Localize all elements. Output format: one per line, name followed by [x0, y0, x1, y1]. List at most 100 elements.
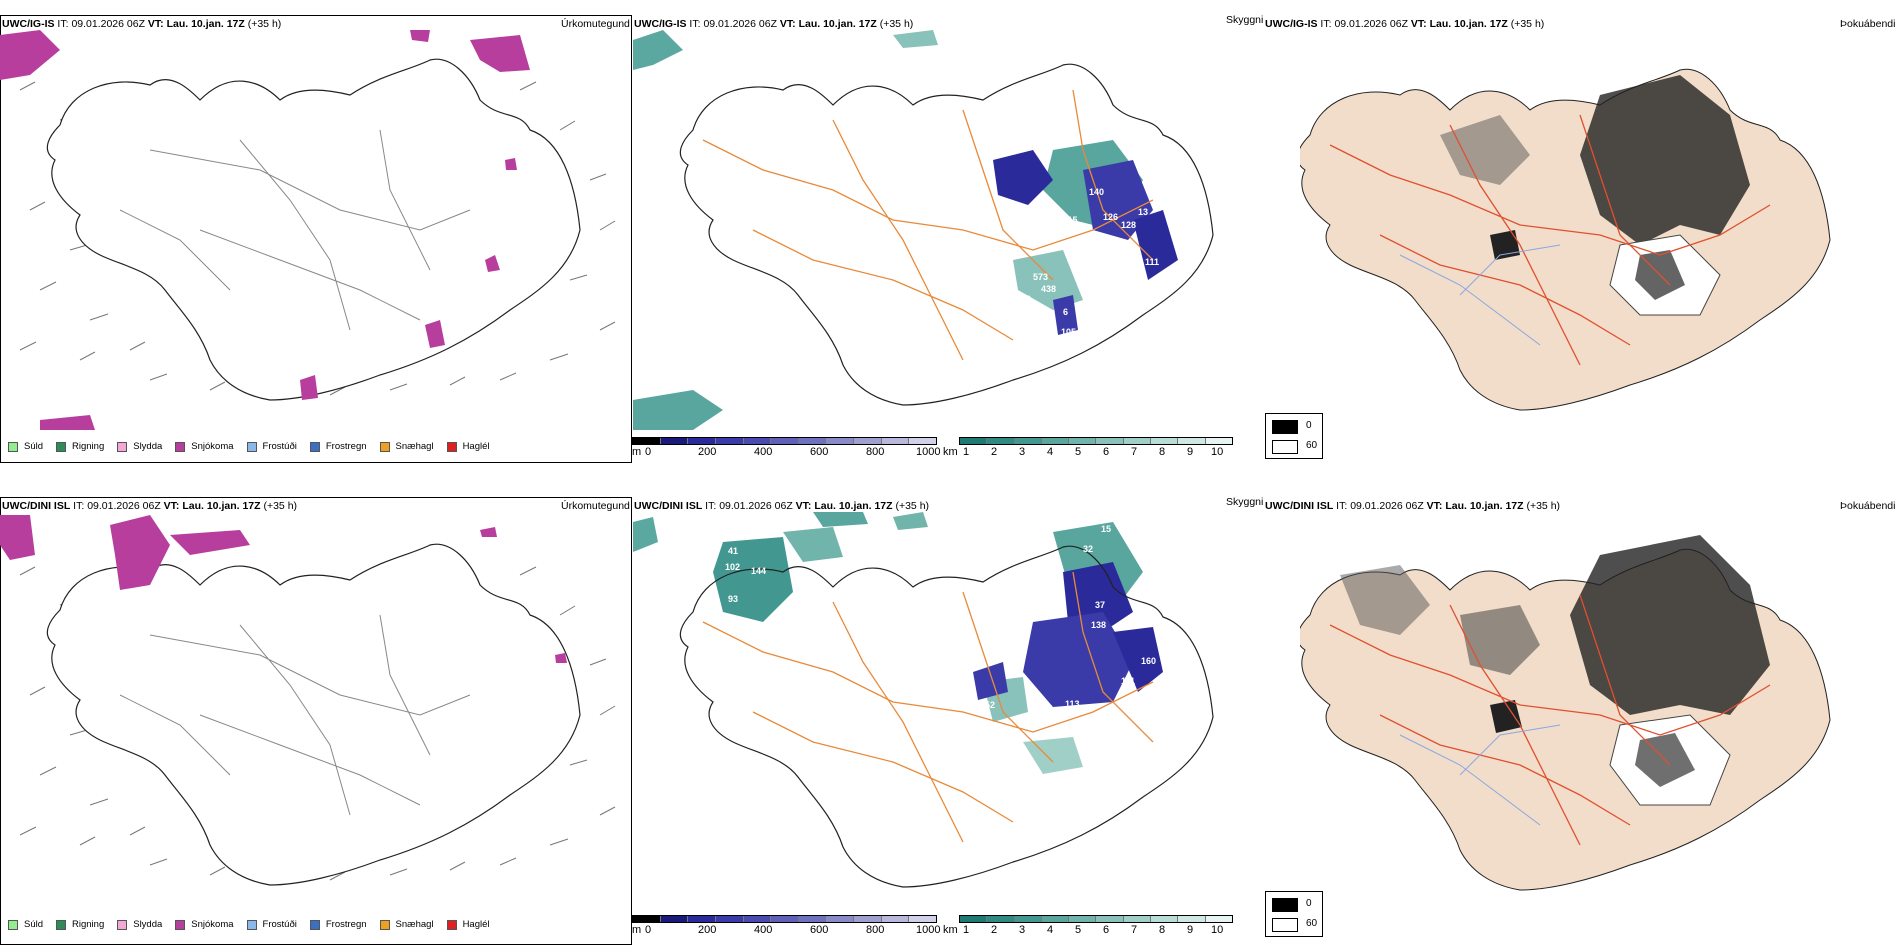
- vis-tick: 7: [1131, 924, 1138, 936]
- vis-tick: 3: [1019, 924, 1026, 936]
- legend-label: Slydda: [133, 441, 163, 452]
- legend-item: Haglél: [446, 919, 490, 930]
- legend-label: Frostúði: [262, 441, 297, 452]
- legend-item: Haglél: [446, 441, 490, 452]
- lead-time: (+35 h): [247, 18, 282, 30]
- init-time: 09.01.2026 06Z: [1334, 18, 1408, 30]
- vt-label: VT:: [1426, 500, 1443, 512]
- lead-time: (+35 h): [879, 18, 914, 30]
- vis-tick: 7: [1131, 446, 1138, 458]
- fog-dark-areas: [1440, 75, 1750, 316]
- visibility-value-labels: 140 126 128 13 111 115 573 438 99 6 105 …: [929, 187, 1159, 392]
- vis-tick: 1: [963, 924, 970, 936]
- vis-tick: 1: [963, 446, 970, 458]
- ceiling-unit: m: [632, 446, 642, 458]
- vt-label: VT:: [163, 500, 180, 512]
- legend-item: Frostregn: [309, 441, 367, 452]
- vis-tick: 9: [1187, 446, 1194, 458]
- vis-tick: 3: [1019, 446, 1026, 458]
- vis-tick: 8: [1159, 924, 1166, 936]
- vis-tick: 2: [991, 446, 998, 458]
- vis-label: 126: [1103, 212, 1118, 222]
- legend-swatch-rigning: [56, 919, 67, 930]
- init-time: 09.01.2026 06Z: [1350, 500, 1424, 512]
- iceland-fill: [1300, 68, 1831, 411]
- vis-label: 115: [1063, 215, 1078, 225]
- vis-label: 13: [1138, 207, 1148, 217]
- legend-swatch-frostregn: [309, 441, 320, 452]
- legend-label: Snjókoma: [191, 441, 234, 452]
- vis-label: 128: [1121, 220, 1136, 230]
- valid-time: Lau. 10.jan. 17Z: [798, 18, 877, 30]
- legend-swatch-slydda: [117, 441, 128, 452]
- legend-swatch-sudl: [8, 919, 18, 930]
- legend-swatch-sudl: [8, 441, 18, 452]
- init-time: 09.01.2026 06Z: [71, 18, 145, 30]
- model-name: UWC/IG-IS: [1265, 18, 1318, 30]
- model-name: UWC/DINI ISL: [1265, 500, 1334, 512]
- vis-label: 52: [985, 700, 995, 710]
- visibility-map: 41 102 144 93 32 37 138 160 111 113 96 1…: [633, 512, 1214, 888]
- legend-item: Rigning: [56, 441, 104, 452]
- fog-map: [1300, 68, 1831, 411]
- vis-tick: 5: [1075, 446, 1082, 458]
- ceiling-tick: 1000: [916, 446, 941, 458]
- legend-swatch-slydda: [117, 919, 128, 930]
- fog-swatch-high: [1272, 918, 1298, 932]
- vis-unit: km: [943, 924, 958, 936]
- vis-label: 37: [1095, 600, 1105, 610]
- row-1-header: UWC/IG-IS IT: 09.01.2026 06Z VT: Lau. 10…: [2, 18, 281, 30]
- legend-label: Haglél: [462, 919, 490, 930]
- fog-swatch-low: [1272, 420, 1298, 434]
- roads-rivers: [1329, 594, 1771, 846]
- vis-tick: 6: [1103, 446, 1110, 458]
- precip-legend: Súld Rigning Slydda Snjókoma Frostúði Fr…: [8, 919, 503, 930]
- ceiling-tick: 600: [810, 446, 829, 458]
- vt-label: VT:: [779, 18, 796, 30]
- valid-time: Lau. 10.jan. 17Z: [1429, 18, 1508, 30]
- valid-time: Lau. 10.jan. 17Z: [814, 500, 893, 512]
- legend-swatch-frostudi: [246, 441, 257, 452]
- init-time: 09.01.2026 06Z: [87, 500, 161, 512]
- precip-type-map: [0, 515, 616, 886]
- vis-tick: 6: [1103, 924, 1110, 936]
- precip-type-map: [0, 30, 616, 430]
- vis-tick: 10: [1211, 446, 1224, 458]
- visibility-colorbar-strip: [959, 437, 1233, 445]
- precip-type-title: Úrkomutegund: [561, 18, 630, 30]
- iceland-outline: [46, 58, 581, 401]
- legend-item: Snjókoma: [175, 441, 234, 452]
- fog-map: [1300, 535, 1831, 891]
- legend-item: Snæhagl: [379, 919, 434, 930]
- fog-dark-areas: [1340, 535, 1770, 806]
- fog-low-label: 0: [1306, 898, 1312, 909]
- it-label: IT:: [1320, 18, 1332, 30]
- legend-swatch-snaehagl: [379, 919, 390, 930]
- vis-label: 15: [1101, 524, 1111, 534]
- legend-label: Snæhagl: [395, 441, 434, 452]
- legend-swatch-rigning: [56, 441, 67, 452]
- fog-low-label: 0: [1306, 420, 1312, 431]
- row-1-header-vis: UWC/IG-IS IT: 09.01.2026 06Z VT: Lau. 10…: [634, 18, 913, 30]
- legend-label: Súld: [24, 919, 44, 930]
- vis-label: 113: [1065, 699, 1080, 709]
- ceiling-tick: 200: [698, 446, 717, 458]
- legend-label: Frostúði: [262, 919, 297, 930]
- row-2-header: UWC/DINI ISL IT: 09.01.2026 06Z VT: Lau.…: [2, 500, 297, 512]
- vis-tick: 4: [1047, 924, 1054, 936]
- vis-tick: 2: [991, 924, 998, 936]
- vis-label: 93: [728, 594, 738, 604]
- legend-swatch-hagel: [446, 441, 457, 452]
- vis-label: 6: [1063, 307, 1068, 317]
- vis-label: 96: [1057, 804, 1067, 814]
- ceiling-tick: 200: [698, 924, 717, 936]
- legend-item: Frostúði: [246, 919, 297, 930]
- vis-label: 438: [1041, 284, 1056, 294]
- vis-label: 573: [1033, 272, 1048, 282]
- legend-swatch-hagel: [446, 919, 457, 930]
- iceland-outline: [679, 545, 1214, 888]
- vis-tick: 9: [1187, 924, 1194, 936]
- visibility-title: Skyggni: [1226, 496, 1264, 508]
- vis-label: 13: [929, 382, 939, 392]
- legend-item: Rigning: [56, 919, 104, 930]
